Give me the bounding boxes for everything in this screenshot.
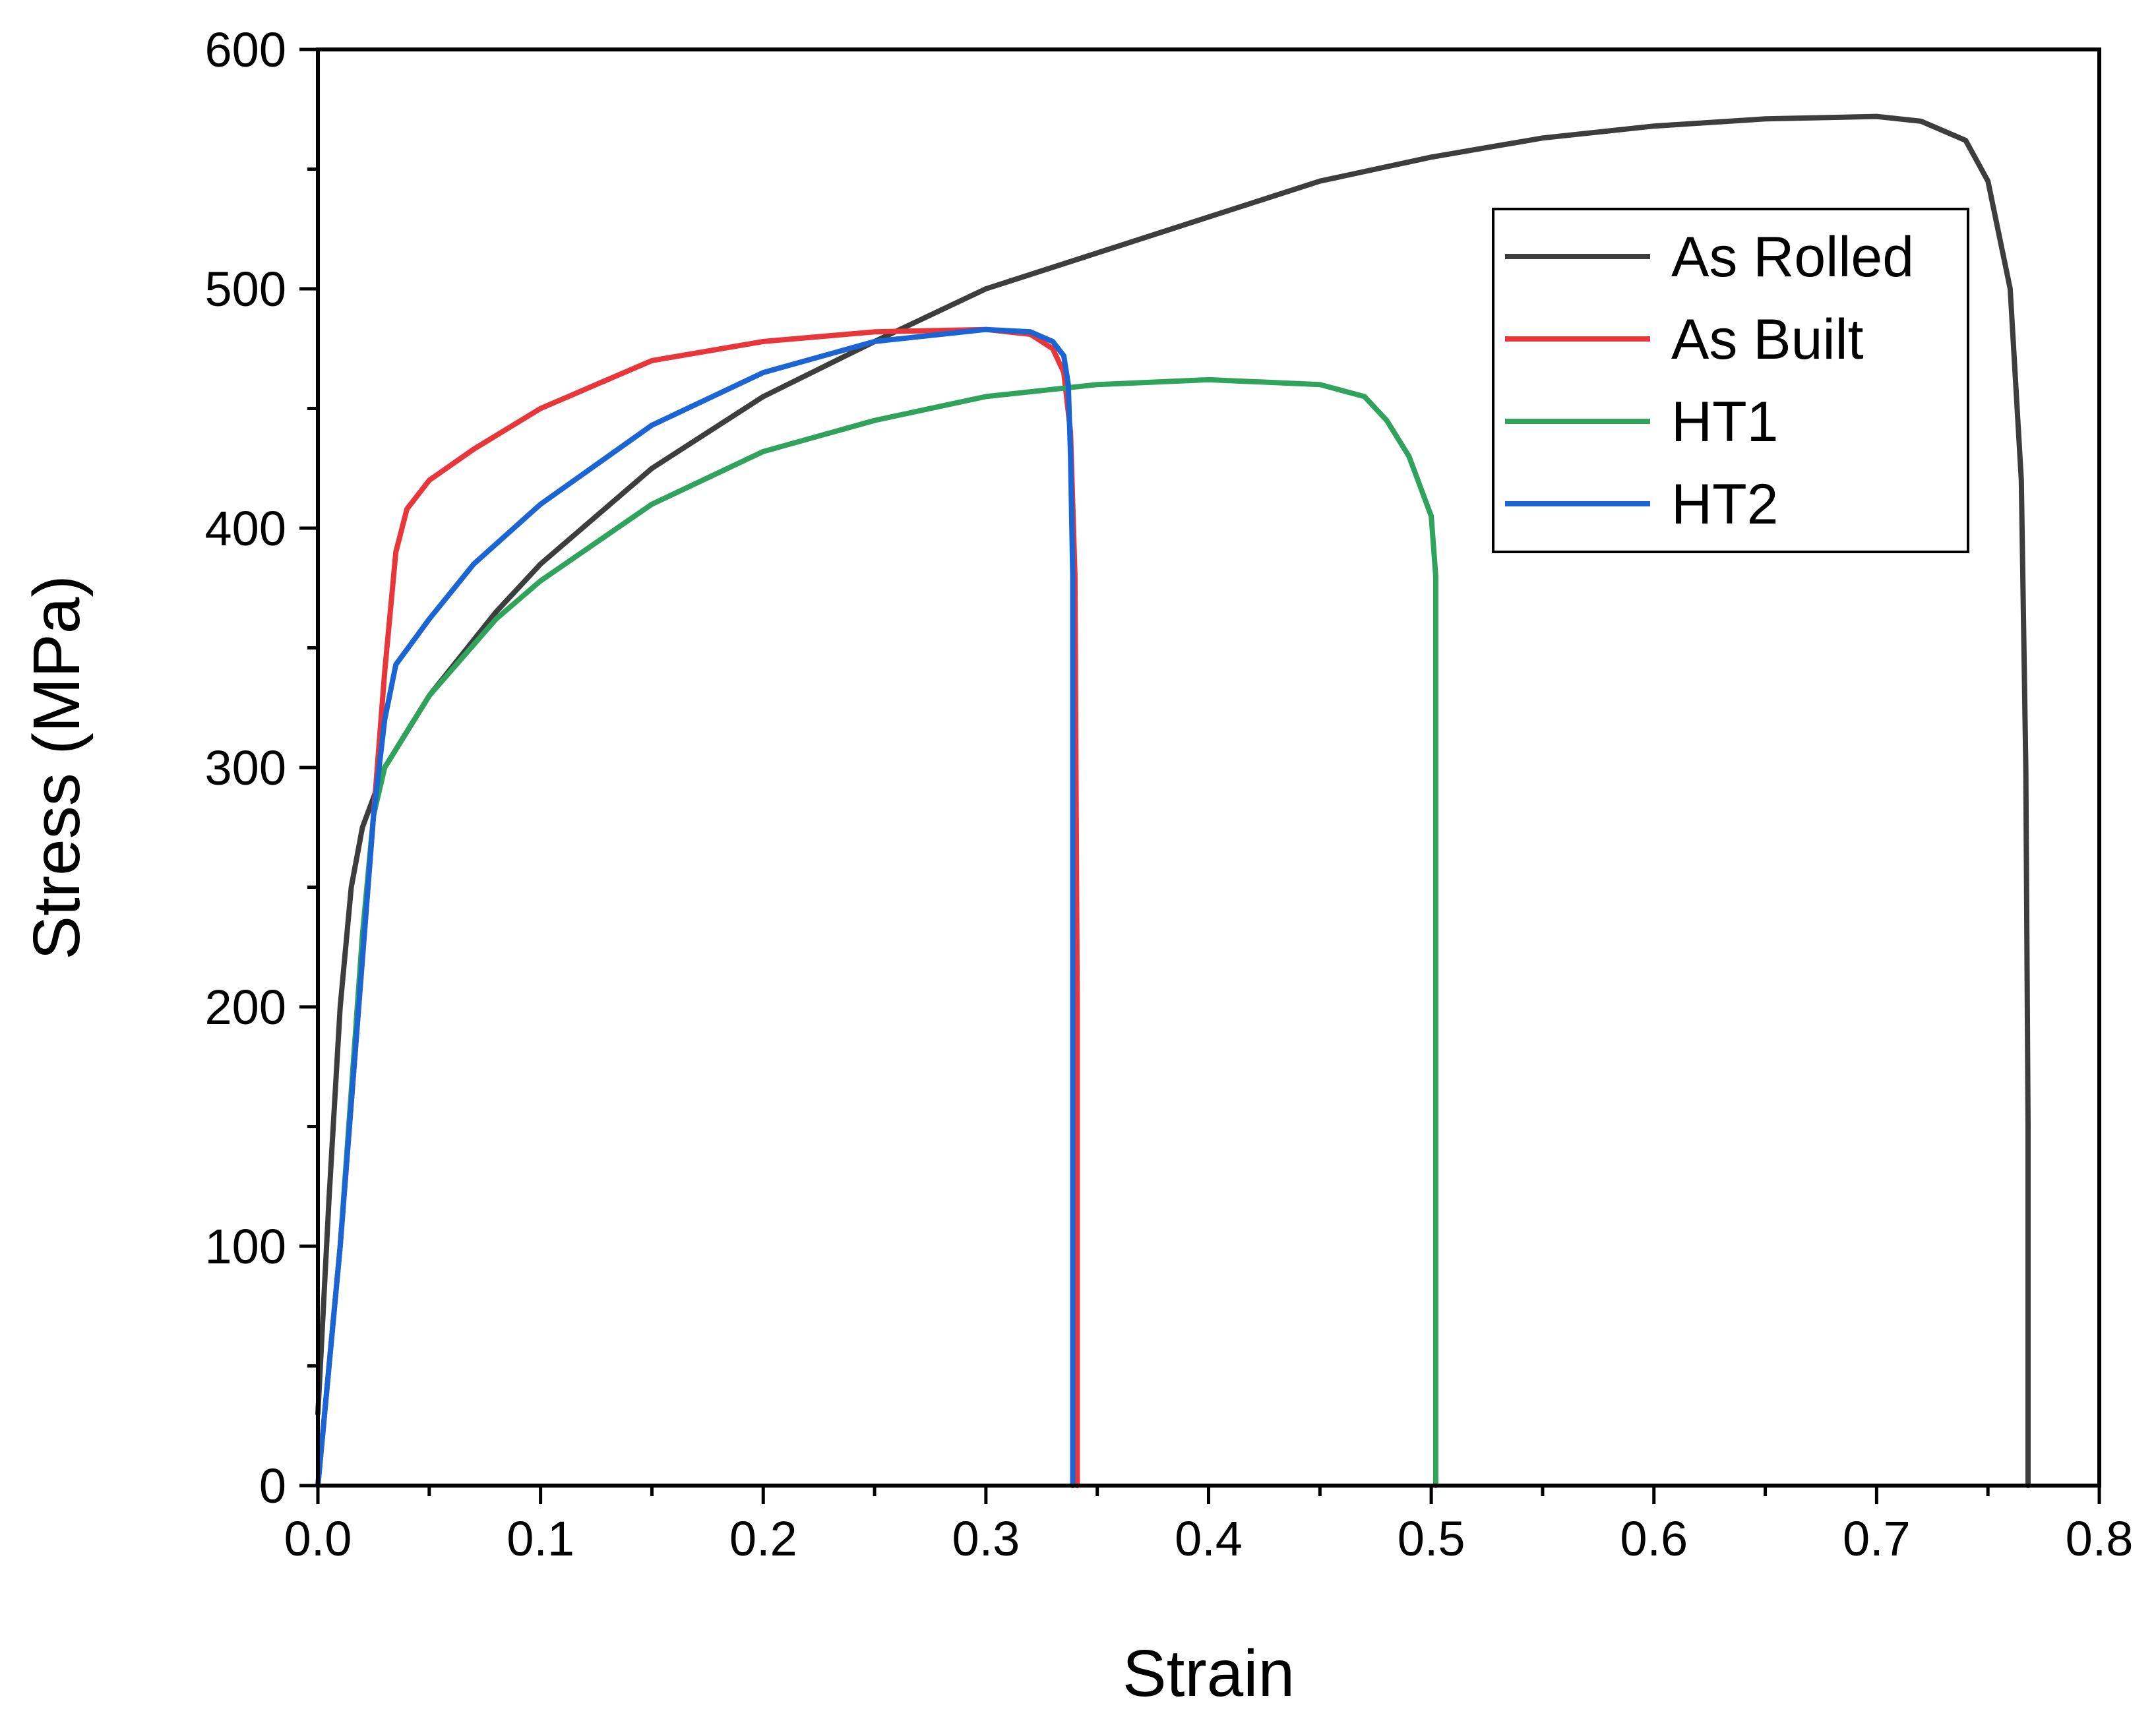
x-tick-label: 0.6 [1620,1511,1688,1566]
series-line-as-built [315,326,1080,1488]
x-tick-label: 0.1 [507,1511,574,1566]
y-tick-label: 400 [205,501,286,556]
y-tick-label: 100 [205,1219,286,1274]
y-tick-label: 300 [205,740,286,795]
legend-label-as-rolled: As Rolled [1671,226,1914,289]
y-axis: 0 100 200 300 400 500 600 [205,22,318,1513]
y-tick-label: 0 [259,1459,286,1513]
y-tick-label: 500 [205,262,286,317]
x-tick-label: 0.4 [1175,1511,1243,1566]
legend-label-ht1: HT1 [1671,390,1778,454]
x-axis-title: Strain [1123,1637,1295,1710]
x-tick-label: 0.8 [2066,1511,2134,1566]
x-tick-label: 0.5 [1398,1511,1465,1566]
legend-box [1492,208,1969,553]
y-tick-label: 200 [205,980,286,1035]
legend-label-as-built: As Built [1671,308,1864,371]
legend: As Rolled As Built HT1 HT2 [1492,208,1969,553]
legend-label-ht2: HT2 [1671,473,1778,536]
x-tick-label: 0.2 [729,1511,797,1566]
series-layer [315,113,2031,1488]
series-line-ht2 [315,326,1076,1488]
x-axis: 0.0 0.1 0.2 0.3 0.4 0.5 0.6 0.7 0.8 [284,1486,2134,1566]
x-tick-label: 0.7 [1843,1511,1911,1566]
x-tick-label: 0.0 [284,1511,352,1566]
y-tick-label: 600 [205,22,286,77]
x-tick-label: 0.3 [952,1511,1020,1566]
series-line-ht1 [315,377,1438,1488]
y-axis-title: Stress (MPa) [20,575,94,959]
